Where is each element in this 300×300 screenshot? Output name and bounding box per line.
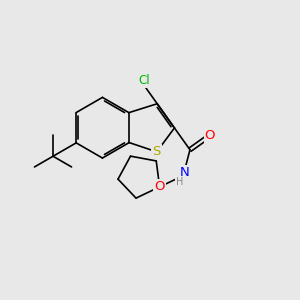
Text: N: N — [180, 166, 190, 179]
Text: O: O — [154, 180, 165, 194]
Text: Cl: Cl — [138, 74, 150, 87]
Text: S: S — [153, 145, 161, 158]
Text: H: H — [176, 177, 183, 187]
Text: O: O — [205, 129, 215, 142]
